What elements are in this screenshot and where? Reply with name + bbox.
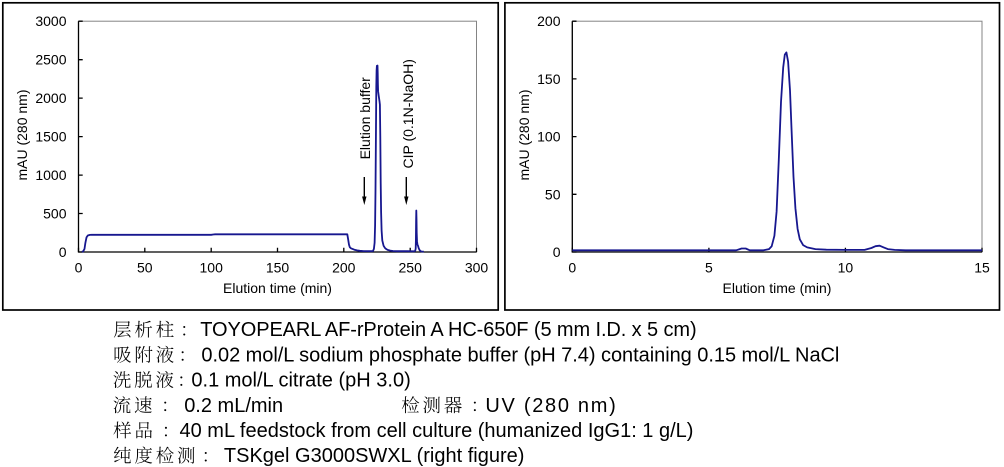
svg-text:5: 5	[705, 260, 713, 276]
svg-text:2500: 2500	[35, 52, 66, 68]
svg-text:mAU (280 nm): mAU (280 nm)	[516, 89, 532, 180]
svg-text:0: 0	[568, 260, 576, 276]
svg-text:Elution time (min): Elution time (min)	[723, 280, 832, 296]
svg-text:50: 50	[545, 186, 561, 202]
svg-text:0: 0	[59, 244, 67, 260]
svg-text:0.2 mL/min: 0.2 mL/min	[184, 395, 283, 417]
svg-text:2000: 2000	[35, 90, 66, 106]
svg-text:100: 100	[537, 129, 561, 145]
svg-text:0: 0	[75, 260, 83, 276]
svg-text:TOYOPEARL AF-rProtein A HC-650: TOYOPEARL AF-rProtein A HC-650F (5 mm I.…	[200, 319, 696, 341]
svg-text:0: 0	[553, 244, 561, 260]
svg-text:15: 15	[974, 260, 990, 276]
svg-text:UV (280 nm): UV (280 nm)	[485, 395, 617, 417]
svg-text:100: 100	[200, 260, 224, 276]
svg-text:200: 200	[332, 260, 356, 276]
svg-text:300: 300	[465, 260, 489, 276]
svg-text:250: 250	[399, 260, 423, 276]
svg-text:CIP (0.1N-NaOH): CIP (0.1N-NaOH)	[400, 59, 416, 168]
svg-text:200: 200	[537, 13, 561, 29]
svg-text:TSKgel G3000SWXL (right figure: TSKgel G3000SWXL (right figure)	[224, 445, 525, 467]
svg-text:3000: 3000	[35, 13, 66, 29]
svg-text:mAU (280 nm): mAU (280 nm)	[14, 89, 30, 180]
svg-text:500: 500	[43, 206, 67, 222]
svg-text:Elution buffer: Elution buffer	[357, 77, 373, 160]
svg-text:Elution time (min): Elution time (min)	[223, 280, 332, 296]
svg-text:150: 150	[537, 71, 561, 87]
svg-text:50: 50	[137, 260, 153, 276]
svg-text:150: 150	[266, 260, 290, 276]
svg-text:40 mL feedstock from cell cult: 40 mL feedstock from cell culture (human…	[180, 420, 694, 442]
svg-text:1500: 1500	[35, 129, 66, 145]
svg-text:1000: 1000	[35, 167, 66, 183]
svg-text:0.1 mol/L citrate (pH 3.0): 0.1 mol/L citrate (pH 3.0)	[191, 370, 410, 392]
svg-text:10: 10	[838, 260, 854, 276]
svg-text:0.02 mol/L sodium phosphate bu: 0.02 mol/L sodium phosphate buffer (pH 7…	[201, 344, 839, 366]
